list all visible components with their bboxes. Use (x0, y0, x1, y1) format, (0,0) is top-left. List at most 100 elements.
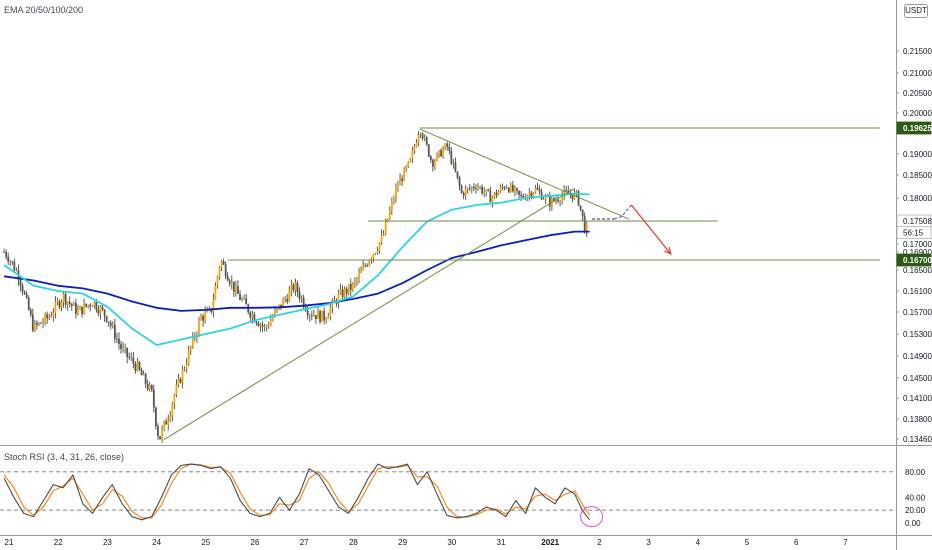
ascending-trendline[interactable] (163, 187, 576, 440)
rsi-tick-label: 80.00 (905, 468, 926, 477)
candle-body (282, 299, 285, 308)
candle-body (251, 314, 254, 318)
stoch-rsi-indicator-label[interactable]: Stoch RSI (3, 4, 31, 26, close) (4, 452, 125, 462)
candle-body (187, 350, 190, 364)
candle-body (161, 428, 163, 440)
candle-body (21, 285, 24, 293)
candle-body (528, 192, 531, 196)
price-tick-label: 0.15300 (903, 330, 932, 339)
candle-body (74, 303, 77, 314)
price-tag-box[interactable] (896, 253, 932, 267)
time-tick-label: 28 (349, 538, 358, 547)
projection-arrow-line[interactable] (630, 204, 672, 255)
price-tick-label: 0.14100 (903, 394, 932, 403)
candle-body (239, 293, 241, 300)
candle-body (495, 192, 498, 196)
price-tick-label: 0.14900 (903, 352, 932, 361)
candle-body (165, 421, 168, 425)
candle-body (5, 252, 8, 258)
candle-body (177, 378, 180, 386)
candle-body (448, 146, 451, 151)
candle-body (3, 252, 5, 253)
candle-body (481, 186, 484, 194)
candle-body (144, 373, 147, 384)
candle-body (312, 315, 315, 317)
candle-body (81, 306, 83, 314)
candle-body (339, 289, 342, 294)
candle-body (58, 301, 61, 307)
price-tag-box[interactable] (896, 121, 932, 135)
price-tick-label: 0.13800 (903, 415, 932, 424)
rsi-tick-label: 0.00 (905, 519, 921, 528)
currency-selector[interactable]: USDT (904, 4, 928, 18)
candle-body (48, 316, 51, 319)
candle-body (532, 192, 535, 197)
candle-body (347, 283, 350, 294)
price-tick-label: 0.16100 (903, 287, 932, 296)
stoch-rsi-pane (0, 463, 896, 528)
rsi-tick-label: 40.00 (905, 493, 926, 502)
candle-body (68, 301, 71, 304)
candle-body (349, 283, 352, 290)
candle-body (530, 192, 533, 197)
candle-body (122, 348, 124, 349)
candle-body (87, 304, 90, 307)
price-tick-label: 0.16500 (903, 266, 932, 275)
candle-body (36, 322, 38, 325)
candle-body (511, 184, 514, 192)
candle-body (19, 279, 22, 286)
candle-body (522, 196, 525, 198)
candle-body (378, 242, 381, 251)
price-tick-label: 0.18000 (903, 194, 932, 203)
candle-body (31, 314, 34, 331)
price-tick-label: 0.20000 (903, 109, 932, 118)
candle-body (296, 282, 299, 293)
candle-body (245, 298, 248, 305)
candle-body (214, 285, 217, 300)
candle-body (380, 235, 383, 243)
price-tag-label: 0.17508 (903, 217, 932, 226)
price-tag-box[interactable] (896, 226, 932, 240)
ema-slow-line (3, 230, 590, 312)
candle-body (356, 278, 358, 281)
candle-body (460, 185, 463, 193)
candle-body (44, 314, 47, 323)
price-tick-label: 0.21000 (903, 69, 932, 78)
rsi-k-line (3, 463, 591, 521)
candle-body (302, 297, 305, 307)
candle-body (456, 171, 459, 178)
candle-body (503, 187, 506, 189)
candle-body (101, 307, 104, 310)
candle-body (376, 250, 379, 253)
candle-body (544, 196, 547, 199)
candle-body (577, 191, 580, 206)
candle-body (273, 310, 276, 317)
candle-body (278, 304, 280, 308)
candle-body (79, 306, 81, 311)
candle-body (475, 188, 477, 190)
descending-trendline[interactable] (419, 128, 630, 220)
oversold-highlight-circle (579, 505, 604, 528)
time-tick-label: 22 (54, 538, 63, 547)
time-tick-label: 4 (696, 538, 701, 547)
candle-body (179, 378, 182, 383)
candle-body (315, 315, 317, 319)
candle-body (374, 252, 377, 255)
candle-body (134, 363, 137, 371)
candle-body (111, 324, 114, 326)
candle-body (261, 324, 264, 327)
candle-body (173, 394, 176, 404)
candle-body (520, 194, 522, 197)
candle-body (257, 323, 260, 327)
candle-body (155, 407, 157, 427)
price-tick-label: 0.17000 (903, 240, 932, 249)
candle-body (444, 143, 447, 150)
time-tick-label: 21 (5, 538, 14, 547)
candle-body (518, 190, 520, 195)
price-pane (3, 127, 880, 443)
candle-body (212, 299, 215, 312)
candle-body (56, 301, 59, 303)
ema-indicator-label[interactable]: EMA 20/50/100/200 (4, 5, 84, 15)
candle-body (540, 191, 543, 200)
